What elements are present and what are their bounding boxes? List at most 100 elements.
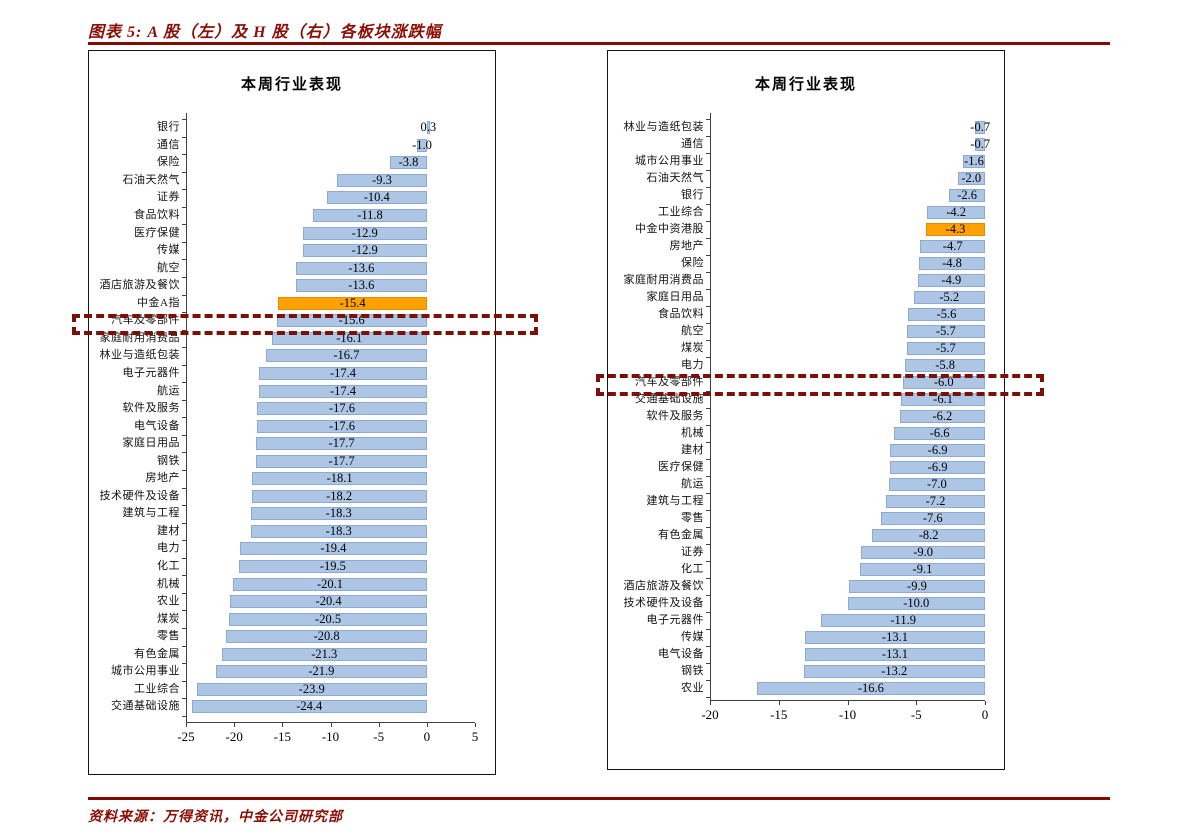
value-label: -17.7: [328, 436, 355, 451]
category-label: 煤炭: [681, 342, 704, 354]
category-tick: [182, 680, 186, 682]
value-label: -5.7: [935, 324, 956, 338]
category-label: 石油天然气: [122, 173, 180, 186]
bar: [302, 244, 427, 258]
category-tick: [182, 329, 186, 331]
bar: [957, 172, 985, 185]
category-tick: [182, 557, 186, 559]
value-label: -9.3: [372, 172, 392, 187]
category-label: 建材: [157, 524, 180, 537]
category-tick: [182, 417, 186, 419]
value-label: -7.6: [922, 511, 943, 525]
category-label: 建筑与工程: [122, 507, 180, 520]
category-label: 证券: [157, 191, 180, 204]
bar: [265, 349, 427, 363]
bar: [250, 524, 427, 538]
bar: [259, 366, 427, 380]
value-label: -9.1: [912, 562, 933, 576]
bar: [804, 648, 985, 661]
category-tick: [182, 364, 186, 366]
category-label: 农业: [681, 682, 704, 694]
x-axis-tick: [985, 701, 986, 705]
category-label: 石油天然气: [646, 172, 704, 184]
category-tick: [182, 136, 186, 138]
category-tick: [706, 510, 710, 511]
category-tick: [182, 470, 186, 471]
value-label: -17.6: [329, 418, 356, 433]
value-label: -11.9: [890, 613, 916, 627]
category-label: 电子元器件: [646, 614, 704, 626]
category-tick: [182, 189, 186, 191]
value-label: -20.8: [313, 629, 340, 644]
category-label: 机械: [157, 577, 180, 590]
category-label: 食品饮料: [134, 209, 180, 222]
value-label: -20.1: [316, 576, 344, 591]
highlight-bar: [925, 223, 985, 236]
value-label: -2.0: [961, 171, 982, 185]
category-tick: [182, 347, 186, 349]
bar: [250, 507, 427, 521]
category-label: 传媒: [681, 631, 704, 643]
category-label: 有色金属: [658, 529, 704, 541]
value-label: -16.6: [857, 681, 884, 695]
category-label: 传媒: [157, 244, 180, 257]
x-axis-tick-label: -20: [701, 707, 719, 722]
category-tick: [182, 452, 186, 454]
bar: [256, 454, 427, 468]
bar: [927, 206, 985, 219]
category-label: 航空: [157, 261, 180, 274]
category-label: 零售: [681, 512, 704, 524]
h-share-plot-area: -20 -15 -10 -5 0 林业与造纸包装 -0.7 通信 -0.7 城市公用事业 -1.6 石…: [608, 51, 1004, 769]
value-label: -10.0: [903, 596, 930, 610]
category-tick: [706, 340, 710, 341]
category-label: 煤炭: [157, 612, 180, 625]
x-axis: [186, 722, 475, 723]
bar: [238, 560, 427, 574]
bar: [859, 563, 985, 576]
value-label: -0.7: [970, 137, 991, 151]
source-note: 资料来源：万得资讯，中金公司研究部: [88, 810, 343, 825]
category-tick: [182, 610, 186, 612]
bar: [417, 138, 427, 152]
bar: [890, 461, 985, 474]
category-tick: [182, 487, 186, 489]
category-tick: [182, 119, 186, 120]
x-axis-tick: [234, 723, 236, 727]
category-tick: [706, 544, 710, 545]
category-label: 电气设备: [658, 648, 704, 660]
category-tick: [182, 206, 186, 208]
category-label: 证券: [681, 546, 704, 558]
category-label: 航运: [681, 478, 704, 490]
value-label: -6.2: [932, 409, 953, 423]
category-tick: [706, 527, 710, 528]
category-tick: [706, 459, 710, 460]
category-tick: [182, 663, 186, 665]
category-tick: [706, 255, 710, 256]
bar: [252, 472, 427, 486]
bar: [251, 489, 427, 503]
category-tick: [706, 323, 710, 324]
value-label: -4.2: [946, 205, 967, 219]
bar: [756, 682, 985, 695]
category-label: 技术硬件及设备: [623, 597, 704, 609]
category-label: 房地产: [669, 240, 704, 252]
category-label: 交通基础设施: [635, 393, 704, 405]
x-axis-tick-label: -10: [838, 707, 857, 722]
category-label: 医疗保健: [658, 461, 704, 473]
value-label: -3.8: [398, 155, 419, 170]
value-label: -8.2: [918, 528, 939, 542]
category-tick: [182, 294, 186, 296]
bar: [919, 257, 985, 270]
value-label: -16.7: [333, 348, 360, 363]
value-label: -13.6: [348, 278, 375, 293]
category-label: 技术硬件及设备: [99, 489, 180, 502]
category-tick: [182, 171, 186, 173]
category-label: 家庭日用品: [122, 437, 180, 450]
bar: [390, 156, 427, 170]
bar: [229, 612, 427, 626]
x-axis-tick: [778, 701, 780, 705]
x-axis-tick-label: -10: [321, 729, 340, 744]
bar: [221, 647, 427, 661]
value-label: -21.3: [311, 646, 338, 661]
bar: [226, 630, 427, 644]
